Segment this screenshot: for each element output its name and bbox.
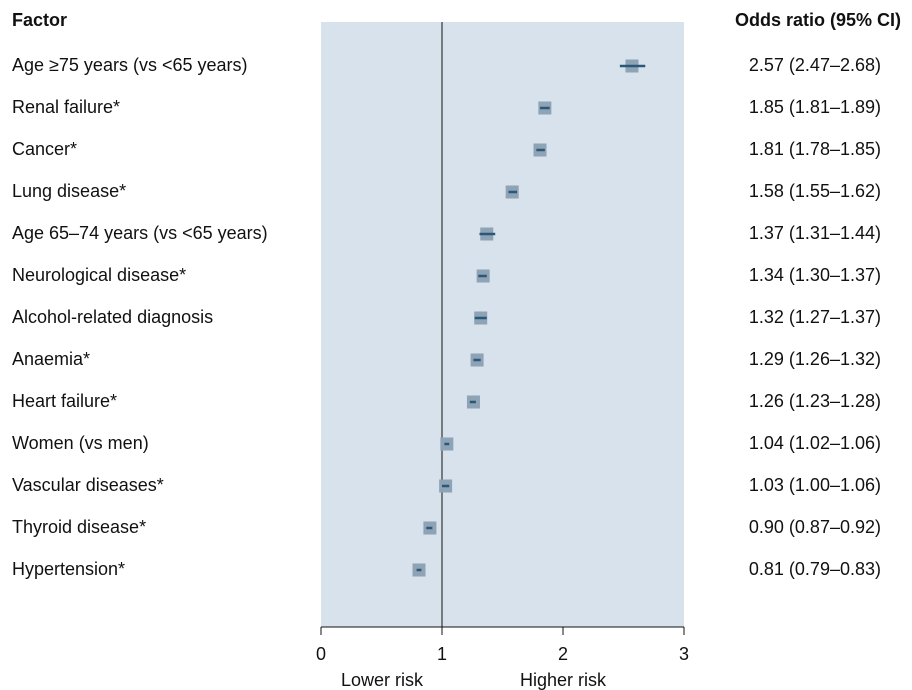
value-label: 0.90 (0.87–0.92) <box>749 517 881 537</box>
category-label: Anaemia* <box>12 349 90 369</box>
value-label: 2.57 (2.47–2.68) <box>749 55 881 75</box>
category-label: Alcohol-related diagnosis <box>12 307 213 327</box>
category-label: Heart failure* <box>12 391 117 411</box>
x-tick-label: 1 <box>437 644 447 664</box>
annotation: Lower risk <box>341 670 424 690</box>
plot-background <box>321 22 684 627</box>
value-label: 0.81 (0.79–0.83) <box>749 559 881 579</box>
category-label: Women (vs men) <box>12 433 149 453</box>
category-label: Age 65–74 years (vs <65 years) <box>12 223 268 243</box>
value-label: 1.37 (1.31–1.44) <box>749 223 881 243</box>
value-label: 1.04 (1.02–1.06) <box>749 433 881 453</box>
category-label: Renal failure* <box>12 97 120 117</box>
category-label: Neurological disease* <box>12 265 186 285</box>
category-label: Vascular diseases* <box>12 475 164 495</box>
category-label: Thyroid disease* <box>12 517 146 537</box>
value-label: 1.81 (1.78–1.85) <box>749 139 881 159</box>
annotation: Higher risk <box>520 670 607 690</box>
category-header: Factor <box>12 10 67 30</box>
category-label: Age ≥75 years (vs <65 years) <box>12 55 248 75</box>
value-header: Odds ratio (95% CI) <box>735 10 901 30</box>
x-tick-label: 2 <box>558 644 568 664</box>
value-label: 1.03 (1.00–1.06) <box>749 475 881 495</box>
category-label: Hypertension* <box>12 559 125 579</box>
value-label: 1.32 (1.27–1.37) <box>749 307 881 327</box>
x-tick-label: 3 <box>679 644 689 664</box>
x-tick-label: 0 <box>316 644 326 664</box>
value-label: 1.85 (1.81–1.89) <box>749 97 881 117</box>
value-label: 1.26 (1.23–1.28) <box>749 391 881 411</box>
value-label: 1.58 (1.55–1.62) <box>749 181 881 201</box>
category-label: Cancer* <box>12 139 77 159</box>
category-label: Lung disease* <box>12 181 126 201</box>
value-label: 1.29 (1.26–1.32) <box>749 349 881 369</box>
value-label: 1.34 (1.30–1.37) <box>749 265 881 285</box>
